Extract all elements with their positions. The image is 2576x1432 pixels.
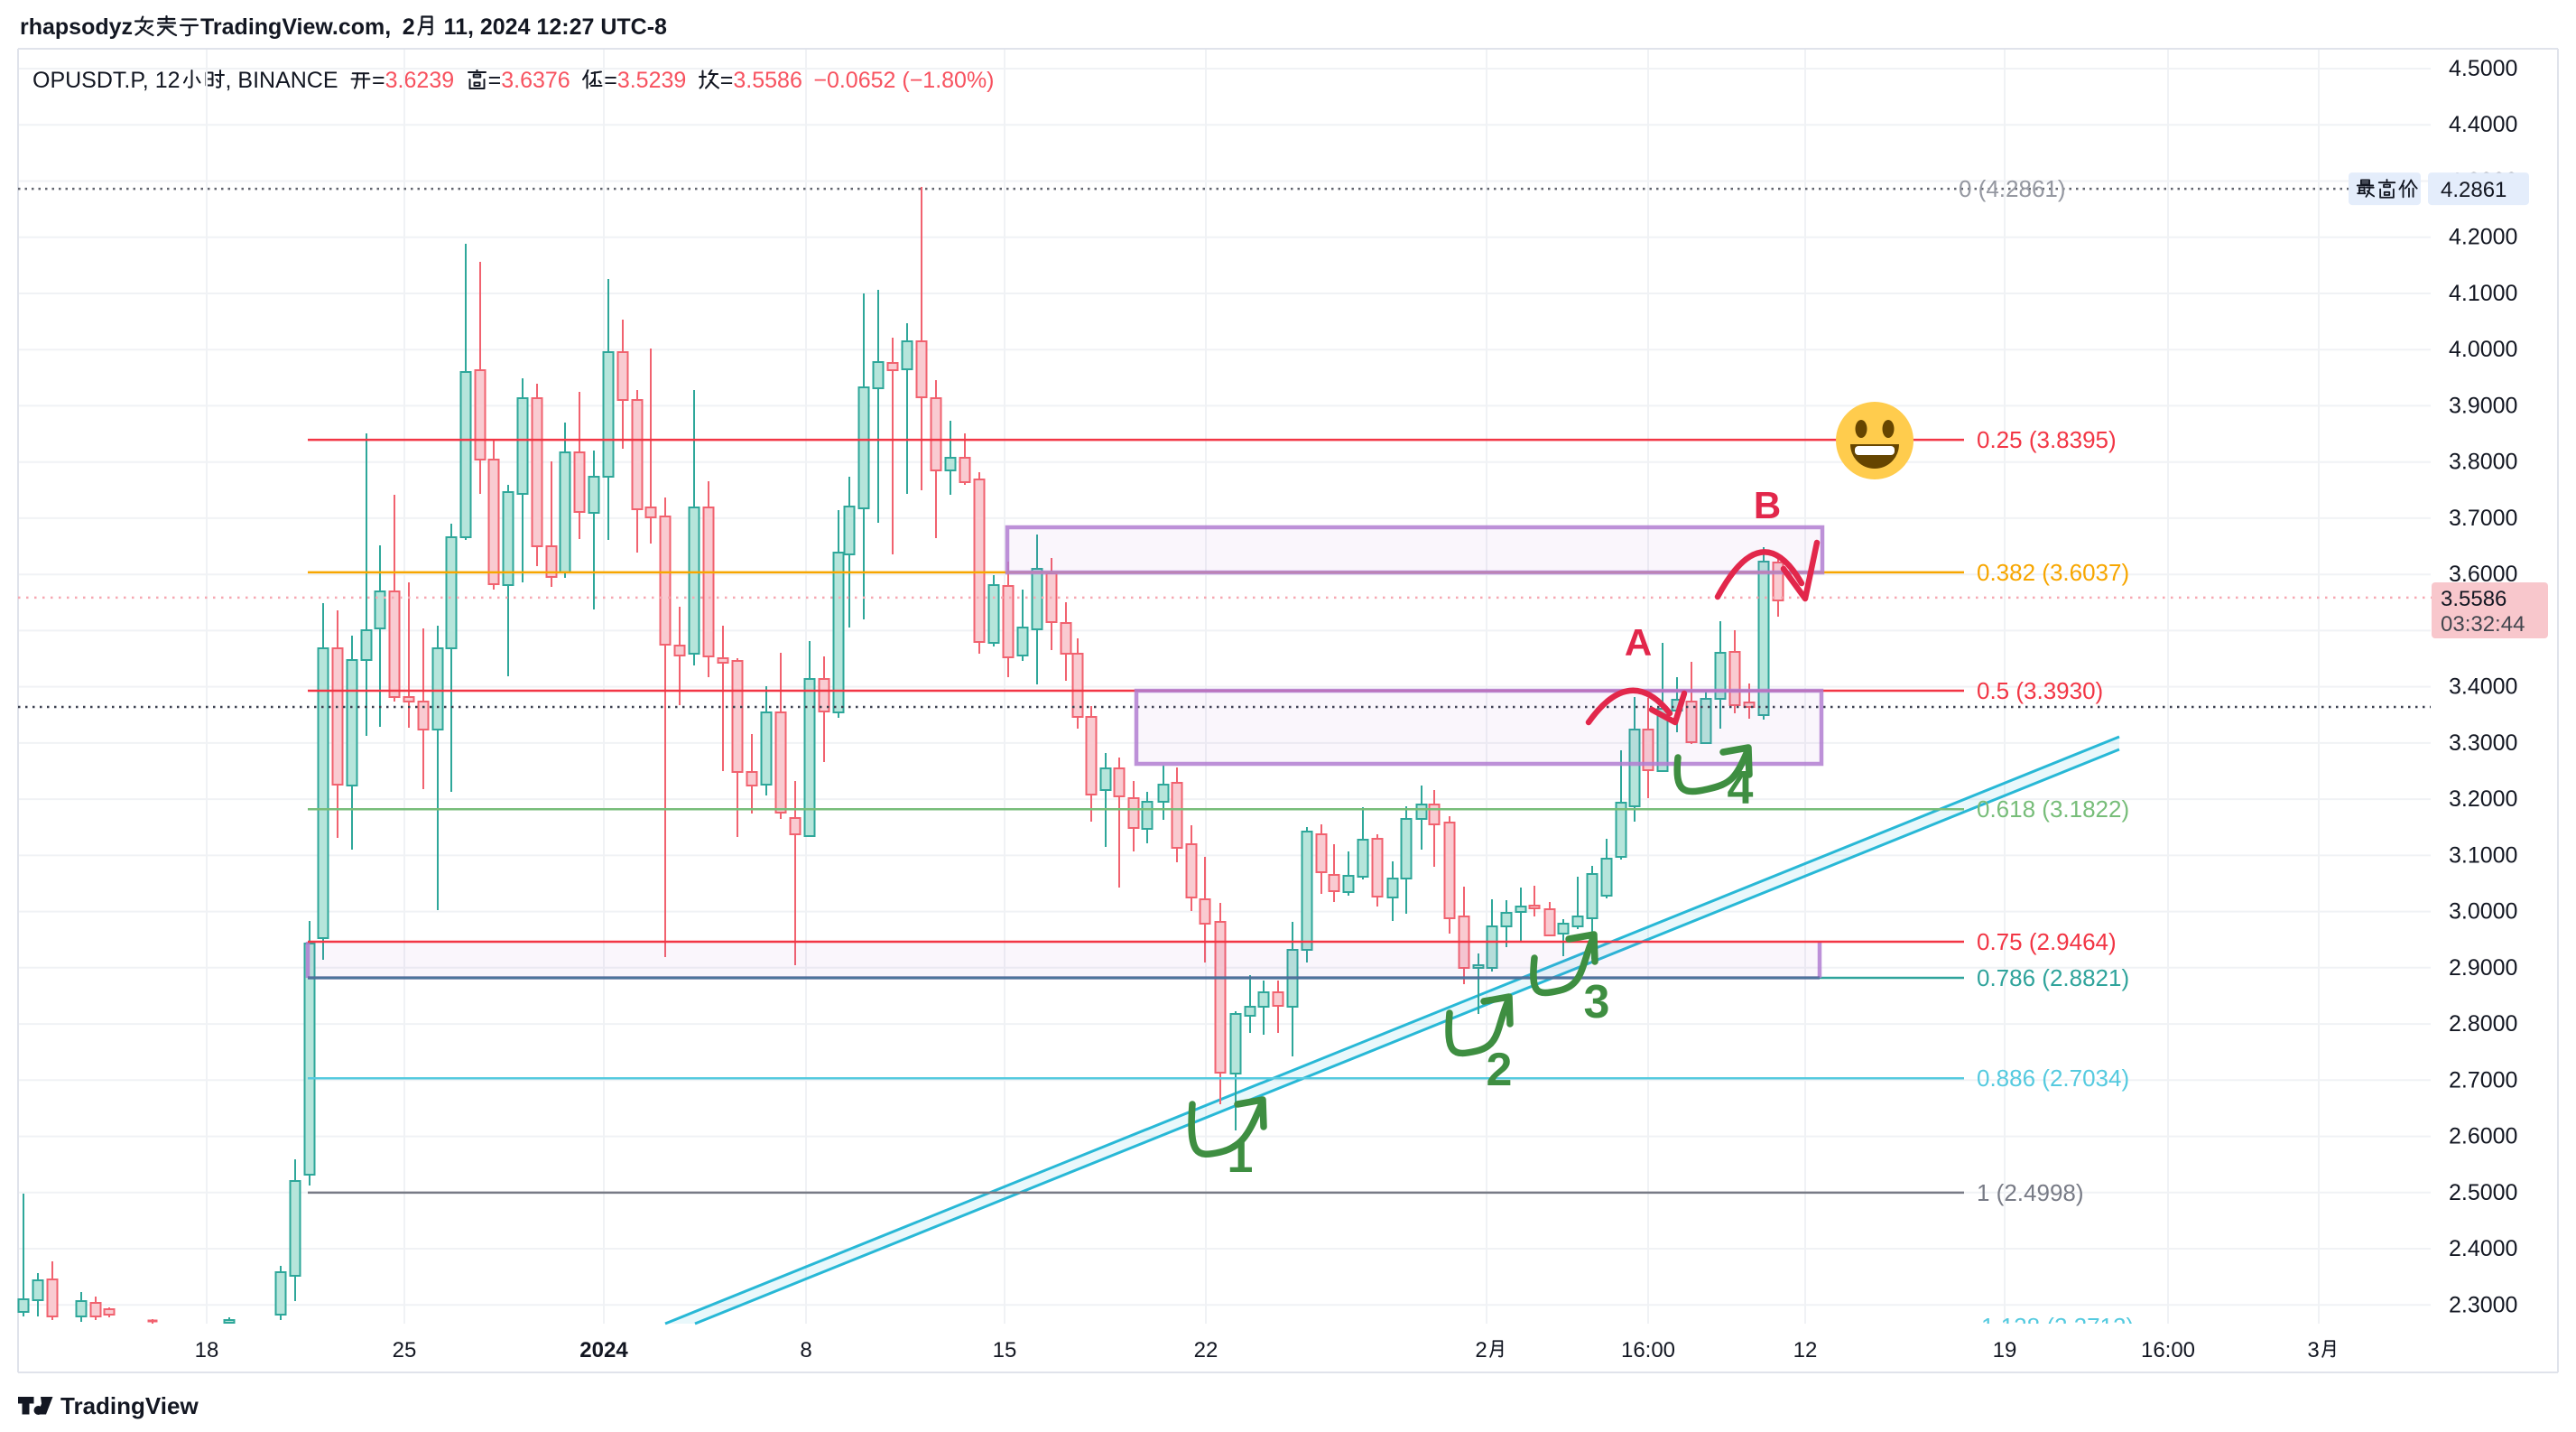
svg-text:3.9000: 3.9000 bbox=[2449, 393, 2517, 418]
svg-text:4: 4 bbox=[1728, 762, 1754, 814]
svg-text:22: 22 bbox=[1194, 1338, 1219, 1362]
svg-text:4.0000: 4.0000 bbox=[2449, 337, 2517, 362]
svg-text:16:00: 16:00 bbox=[2141, 1338, 2195, 1362]
svg-text:0.75 (2.9464): 0.75 (2.9464) bbox=[1977, 928, 2117, 955]
svg-text:0.25 (3.8395): 0.25 (3.8395) bbox=[1977, 426, 2117, 453]
svg-text:4.2861: 4.2861 bbox=[2441, 178, 2507, 202]
svg-text:1.128 (2.2712): 1.128 (2.2712) bbox=[1981, 1313, 2134, 1340]
svg-text:4.1000: 4.1000 bbox=[2449, 281, 2517, 306]
svg-text:2.6000: 2.6000 bbox=[2449, 1124, 2517, 1149]
svg-text:3.0000: 3.0000 bbox=[2449, 899, 2517, 925]
svg-text:3: 3 bbox=[1584, 976, 1610, 1028]
svg-text:0.886 (2.7034): 0.886 (2.7034) bbox=[1977, 1065, 2129, 1092]
svg-text:1 (2.4998): 1 (2.4998) bbox=[1977, 1179, 2084, 1206]
svg-text:0 (4.2861): 0 (4.2861) bbox=[1959, 175, 2066, 202]
svg-text:3: 3 bbox=[2307, 1338, 2319, 1362]
svg-text:2.3000: 2.3000 bbox=[2449, 1292, 2517, 1317]
svg-text:3.7000: 3.7000 bbox=[2449, 506, 2517, 531]
svg-text:4.4000: 4.4000 bbox=[2449, 112, 2517, 137]
svg-text:2.9000: 2.9000 bbox=[2449, 955, 2517, 981]
svg-text:0.382 (3.6037): 0.382 (3.6037) bbox=[1977, 559, 2129, 586]
svg-text:8: 8 bbox=[800, 1338, 811, 1362]
svg-text:2.5000: 2.5000 bbox=[2449, 1180, 2517, 1205]
svg-text:3.3000: 3.3000 bbox=[2449, 730, 2517, 756]
svg-text:2.4000: 2.4000 bbox=[2449, 1236, 2517, 1261]
svg-text:12: 12 bbox=[1793, 1338, 1818, 1362]
svg-text:2.7000: 2.7000 bbox=[2449, 1067, 2517, 1093]
svg-text:3.1000: 3.1000 bbox=[2449, 842, 2517, 868]
svg-text:1: 1 bbox=[1228, 1130, 1254, 1183]
svg-text:0.5 (3.3930): 0.5 (3.3930) bbox=[1977, 677, 2103, 704]
svg-text:16:00: 16:00 bbox=[1621, 1338, 1675, 1362]
svg-text:2: 2 bbox=[1475, 1338, 1487, 1362]
svg-text:3.8000: 3.8000 bbox=[2449, 450, 2517, 475]
svg-text:2: 2 bbox=[1487, 1044, 1513, 1096]
svg-text:25: 25 bbox=[393, 1338, 417, 1362]
svg-text:TradingView: TradingView bbox=[60, 1392, 199, 1419]
svg-text:15: 15 bbox=[993, 1338, 1017, 1362]
svg-text:0.618 (3.1822): 0.618 (3.1822) bbox=[1977, 795, 2129, 823]
svg-text:A: A bbox=[1625, 621, 1652, 664]
svg-text:3.4000: 3.4000 bbox=[2449, 674, 2517, 700]
svg-text:0.786 (2.8821): 0.786 (2.8821) bbox=[1977, 964, 2129, 991]
svg-text:4.2000: 4.2000 bbox=[2449, 225, 2517, 250]
svg-text:B: B bbox=[1754, 484, 1781, 526]
svg-text:2.8000: 2.8000 bbox=[2449, 1011, 2517, 1037]
svg-text:4.5000: 4.5000 bbox=[2449, 56, 2517, 81]
svg-text:03:32:44: 03:32:44 bbox=[2441, 612, 2525, 637]
svg-text:19: 19 bbox=[1993, 1338, 2017, 1362]
svg-text:3.5586: 3.5586 bbox=[2441, 587, 2507, 611]
svg-text:18: 18 bbox=[195, 1338, 219, 1362]
svg-text:3.2000: 3.2000 bbox=[2449, 786, 2517, 812]
svg-text:2024: 2024 bbox=[579, 1338, 628, 1362]
